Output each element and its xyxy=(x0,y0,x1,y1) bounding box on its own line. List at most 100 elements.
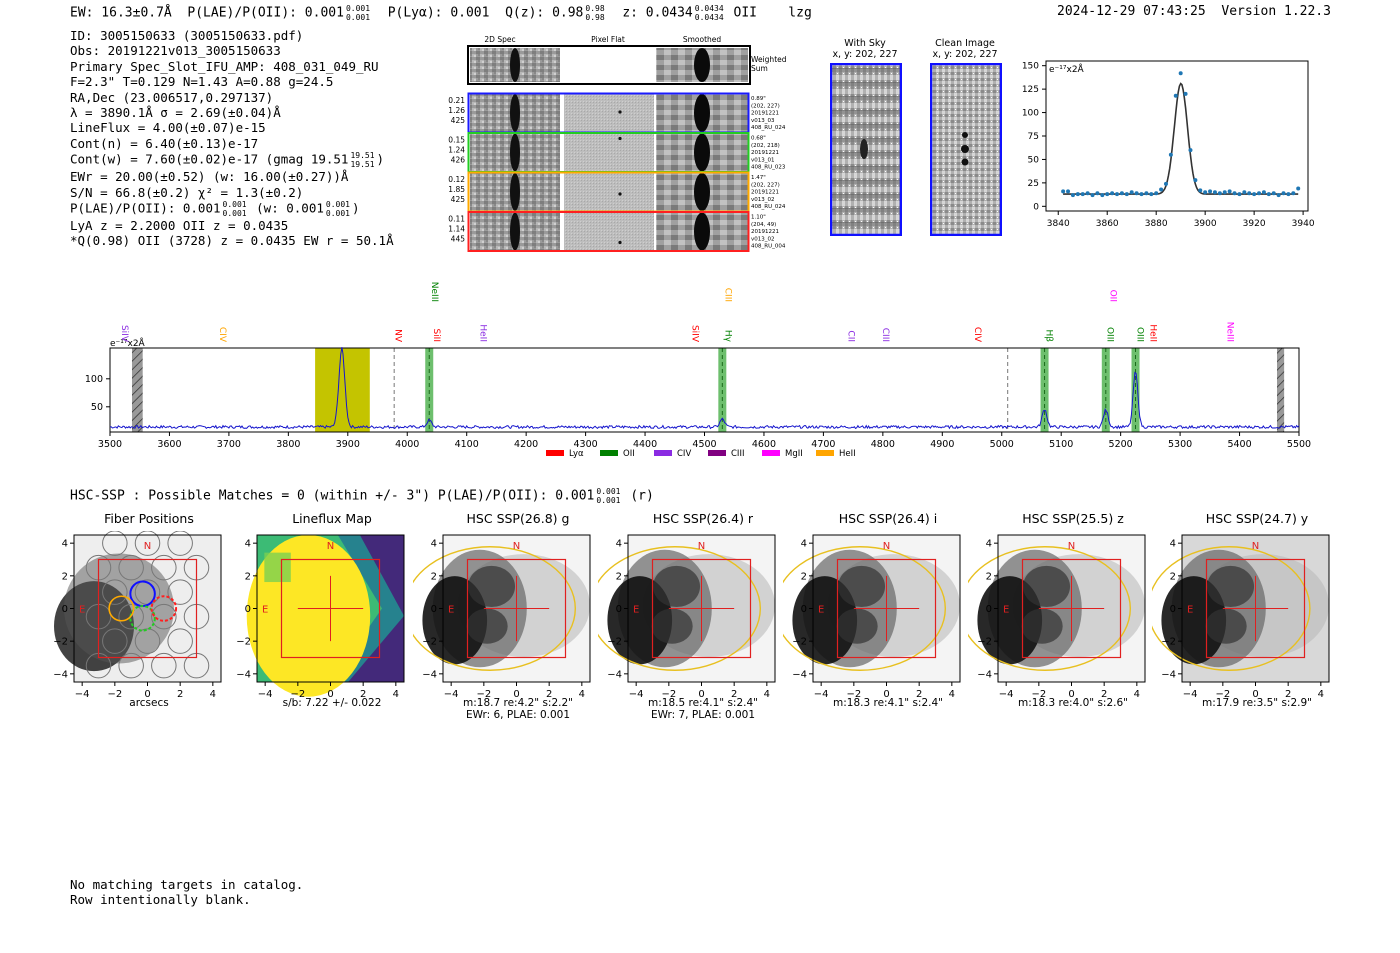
hsc-panel-title: HSC SSP(24.7) y xyxy=(1205,511,1309,526)
hsc-panel-title: Fiber Positions xyxy=(104,511,194,526)
cutout-row-stat: 0.15 xyxy=(448,136,465,145)
galaxy-core xyxy=(792,576,858,665)
galaxy-knot xyxy=(1022,565,1071,608)
zoom-data-point xyxy=(1061,189,1066,194)
cutout-smooth-emission xyxy=(694,173,710,211)
zoom-data-point xyxy=(1119,191,1124,196)
ytick-label: −2 xyxy=(977,637,992,648)
hsc-panel-title: HSC SSP(26.4) r xyxy=(652,511,754,526)
legend-label: MgII xyxy=(785,449,803,459)
east-label: E xyxy=(262,605,268,616)
col-smoothed: Smoothed xyxy=(683,35,722,44)
legend-label: Lyα xyxy=(569,449,584,459)
aperture-box xyxy=(280,558,381,659)
fiber-circle xyxy=(167,531,193,556)
cutout-flat-defect xyxy=(618,136,622,141)
ytick-label: −2 xyxy=(53,637,68,648)
zoom-data-point xyxy=(1227,189,1232,194)
hsc-panel-caption: s/b: 7.22 +/- 0.022 xyxy=(247,697,417,709)
zoom-data-point xyxy=(1085,191,1090,196)
zoom-axes xyxy=(1045,60,1309,212)
zoom-xtick-label: 3920 xyxy=(1243,219,1266,229)
spectra-cutout-panel: 2D Spec Pixel Flat Smoothed Weighted Sum… xyxy=(448,35,787,252)
fit-ellipse xyxy=(1152,546,1311,671)
zoom-data-point xyxy=(1159,187,1164,192)
fiber-circle xyxy=(118,603,144,630)
cutout-flat xyxy=(564,212,654,251)
xtick-label: 2 xyxy=(546,689,552,700)
weighted-sum-row: Weighted Sum xyxy=(467,45,787,85)
ytick-label: 2 xyxy=(431,571,437,582)
info-primary: Primary Spec_Slot_IFU_AMP: 408_031_049_R… xyxy=(70,58,379,74)
zoom-data-point xyxy=(1168,152,1173,157)
zoom-data-point xyxy=(1129,190,1134,195)
ytick-label: −2 xyxy=(422,637,437,648)
zoom-data-point xyxy=(1070,193,1075,198)
cutout-row-stat: 1.24 xyxy=(448,146,465,155)
spectrum-xtick-label: 5200 xyxy=(1109,439,1133,450)
xtick-label: −2 xyxy=(1215,689,1230,700)
hsc-panel-image: N E 4 2 0 −2 −4 −4 −2 0 2 4 xyxy=(236,534,405,700)
spectrum-line-label: NeIII xyxy=(429,282,439,302)
spectrum-line-label: Hβ xyxy=(1043,329,1053,342)
zoom-data-point xyxy=(1144,191,1149,196)
cutout-row-meta: 408_RU_023 xyxy=(751,165,786,171)
hsc-panel-title: HSC SSP(25.5) z xyxy=(1022,511,1124,526)
ytick-label: 4 xyxy=(616,539,622,550)
zoom-data-point xyxy=(1124,192,1129,197)
zoom-data-point xyxy=(1139,192,1144,197)
header-summary: EW: 16.3±0.7Å P(LAE)/P(OII): 0.001 0.001 0… xyxy=(70,4,812,22)
aperture-box xyxy=(836,558,937,659)
cutout-row-stat: 426 xyxy=(451,156,466,165)
fit-ellipse xyxy=(783,546,946,671)
spectrum-xtick-label: 3600 xyxy=(157,439,181,450)
ytick-label: 4 xyxy=(1170,539,1176,550)
zoom-data-point xyxy=(1163,181,1168,186)
fiber-circle xyxy=(151,652,177,679)
fiber-circle xyxy=(151,554,177,581)
ytick-label: −4 xyxy=(977,669,992,680)
zoom-data-point xyxy=(1134,191,1139,196)
ytick-label: 2 xyxy=(801,571,807,582)
header-plae: P(LAE)/P(OII): 0.001 xyxy=(187,5,344,21)
cutout-row-meta: 20191221 xyxy=(751,111,779,117)
zoom-data-point xyxy=(1178,71,1183,76)
north-label: N xyxy=(698,541,705,552)
legend-label: HeII xyxy=(839,449,856,459)
north-label: N xyxy=(144,541,151,552)
spectrum-line-label: CIII xyxy=(722,288,732,302)
north-label: N xyxy=(327,541,334,552)
zoom-ylabel: e⁻¹⁷x2Å xyxy=(1049,63,1085,75)
hsc-panel-caption: m:18.7 re:4.2" s:2.2" EWr: 6, PLAE: 0.001 xyxy=(433,697,603,721)
info-radec: RA,Dec (23.006517,0.297137) xyxy=(70,89,274,105)
fiber-red xyxy=(150,595,178,622)
galaxy-knot xyxy=(466,608,508,644)
cutout-2d-emission xyxy=(510,173,520,211)
xtick-label: 2 xyxy=(1101,689,1107,700)
hsc-summary: HSC-SSP : Possible Matches = 0 (within +… xyxy=(70,487,654,505)
fiber-circle xyxy=(151,603,177,630)
xtick-label: −2 xyxy=(290,689,305,700)
xtick-label: 4 xyxy=(579,689,585,700)
cutout-flat xyxy=(564,94,654,132)
xtick-label: 0 xyxy=(513,689,519,700)
zoom-ytick-label: 50 xyxy=(1028,155,1040,165)
east-label: E xyxy=(818,605,824,616)
ytick-label: 4 xyxy=(801,539,807,550)
hsc-panel-title: HSC SSP(26.8) g xyxy=(466,511,570,526)
cutout-row-stat: 0.21 xyxy=(448,96,465,105)
spectrum-xtick-label: 4100 xyxy=(455,439,479,450)
cutout-row-stat: 0.11 xyxy=(448,215,465,224)
hsc-caption-line1: m:17.9 re:3.5" s:2.9" xyxy=(1202,697,1312,709)
zoom-data-point xyxy=(1188,148,1193,153)
xtick-label: 4 xyxy=(1318,689,1324,700)
cutout-row-stat: 1.85 xyxy=(448,185,465,194)
header-plya: P(Lyα): 0.001 xyxy=(387,5,490,21)
north-label: N xyxy=(883,541,890,552)
cutout-row-meta: 408_RU_024 xyxy=(751,125,786,131)
zoom-data-point xyxy=(1105,192,1110,197)
footer-notes: No matching targets in catalog. Row inte… xyxy=(70,877,303,907)
hsc-panel-image: N E 4 2 0 −2 −4 −4 −2 0 2 4 xyxy=(598,534,776,700)
spectrum-xtick-label: 5000 xyxy=(990,439,1014,450)
